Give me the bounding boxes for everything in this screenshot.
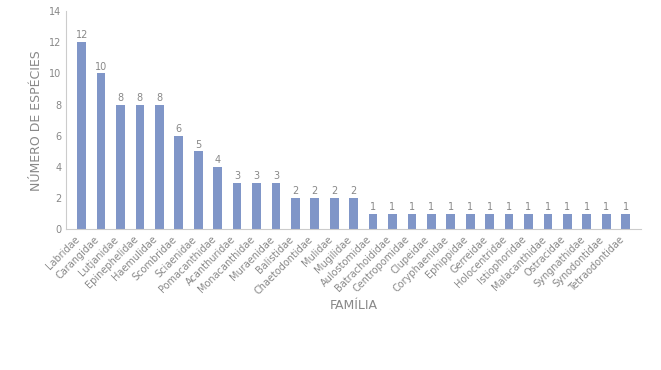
Text: 12: 12	[75, 30, 88, 40]
Bar	[136, 105, 144, 229]
Bar	[252, 183, 261, 229]
Bar	[621, 214, 630, 229]
Text: 6: 6	[176, 124, 182, 134]
Bar	[602, 214, 611, 229]
Text: 1: 1	[584, 202, 590, 212]
Bar	[524, 214, 533, 229]
Text: 4: 4	[215, 155, 221, 165]
Bar	[291, 198, 299, 229]
Bar	[427, 214, 436, 229]
Text: 1: 1	[545, 202, 551, 212]
Text: 2: 2	[292, 186, 299, 196]
Bar	[116, 105, 125, 229]
Bar	[485, 214, 494, 229]
Text: 1: 1	[370, 202, 376, 212]
Bar	[272, 183, 280, 229]
Text: 1: 1	[389, 202, 395, 212]
Bar	[505, 214, 514, 229]
Bar	[97, 74, 106, 229]
Text: 10: 10	[95, 61, 107, 72]
Bar	[155, 105, 164, 229]
Bar	[233, 183, 241, 229]
Text: 1: 1	[525, 202, 531, 212]
Bar	[408, 214, 416, 229]
Bar	[175, 136, 183, 229]
Bar	[369, 214, 377, 229]
Text: 8: 8	[137, 93, 143, 103]
Y-axis label: NÚMERO DE ESPÉCIES: NÚMERO DE ESPÉCIES	[30, 50, 44, 191]
Bar	[349, 198, 358, 229]
Bar	[311, 198, 319, 229]
Text: 1: 1	[467, 202, 473, 212]
Text: 8: 8	[156, 93, 163, 103]
Text: 3: 3	[253, 171, 260, 181]
Text: 1: 1	[564, 202, 570, 212]
Bar	[77, 42, 86, 229]
Bar	[466, 214, 475, 229]
Bar	[388, 214, 397, 229]
Text: 1: 1	[409, 202, 415, 212]
Bar	[330, 198, 338, 229]
Text: 1: 1	[428, 202, 434, 212]
Text: 5: 5	[195, 139, 202, 149]
Text: 1: 1	[623, 202, 629, 212]
Text: 8: 8	[118, 93, 124, 103]
Text: 3: 3	[273, 171, 279, 181]
Text: 2: 2	[311, 186, 318, 196]
Text: 2: 2	[350, 186, 357, 196]
Text: 1: 1	[603, 202, 609, 212]
Text: 1: 1	[486, 202, 492, 212]
Bar	[194, 151, 202, 229]
Bar	[214, 167, 222, 229]
X-axis label: FAMÍLIA: FAMÍLIA	[330, 299, 377, 312]
Text: 2: 2	[331, 186, 337, 196]
Text: 3: 3	[234, 171, 240, 181]
Bar	[446, 214, 455, 229]
Bar	[582, 214, 591, 229]
Text: 1: 1	[506, 202, 512, 212]
Bar	[563, 214, 572, 229]
Text: 1: 1	[447, 202, 454, 212]
Bar	[543, 214, 553, 229]
